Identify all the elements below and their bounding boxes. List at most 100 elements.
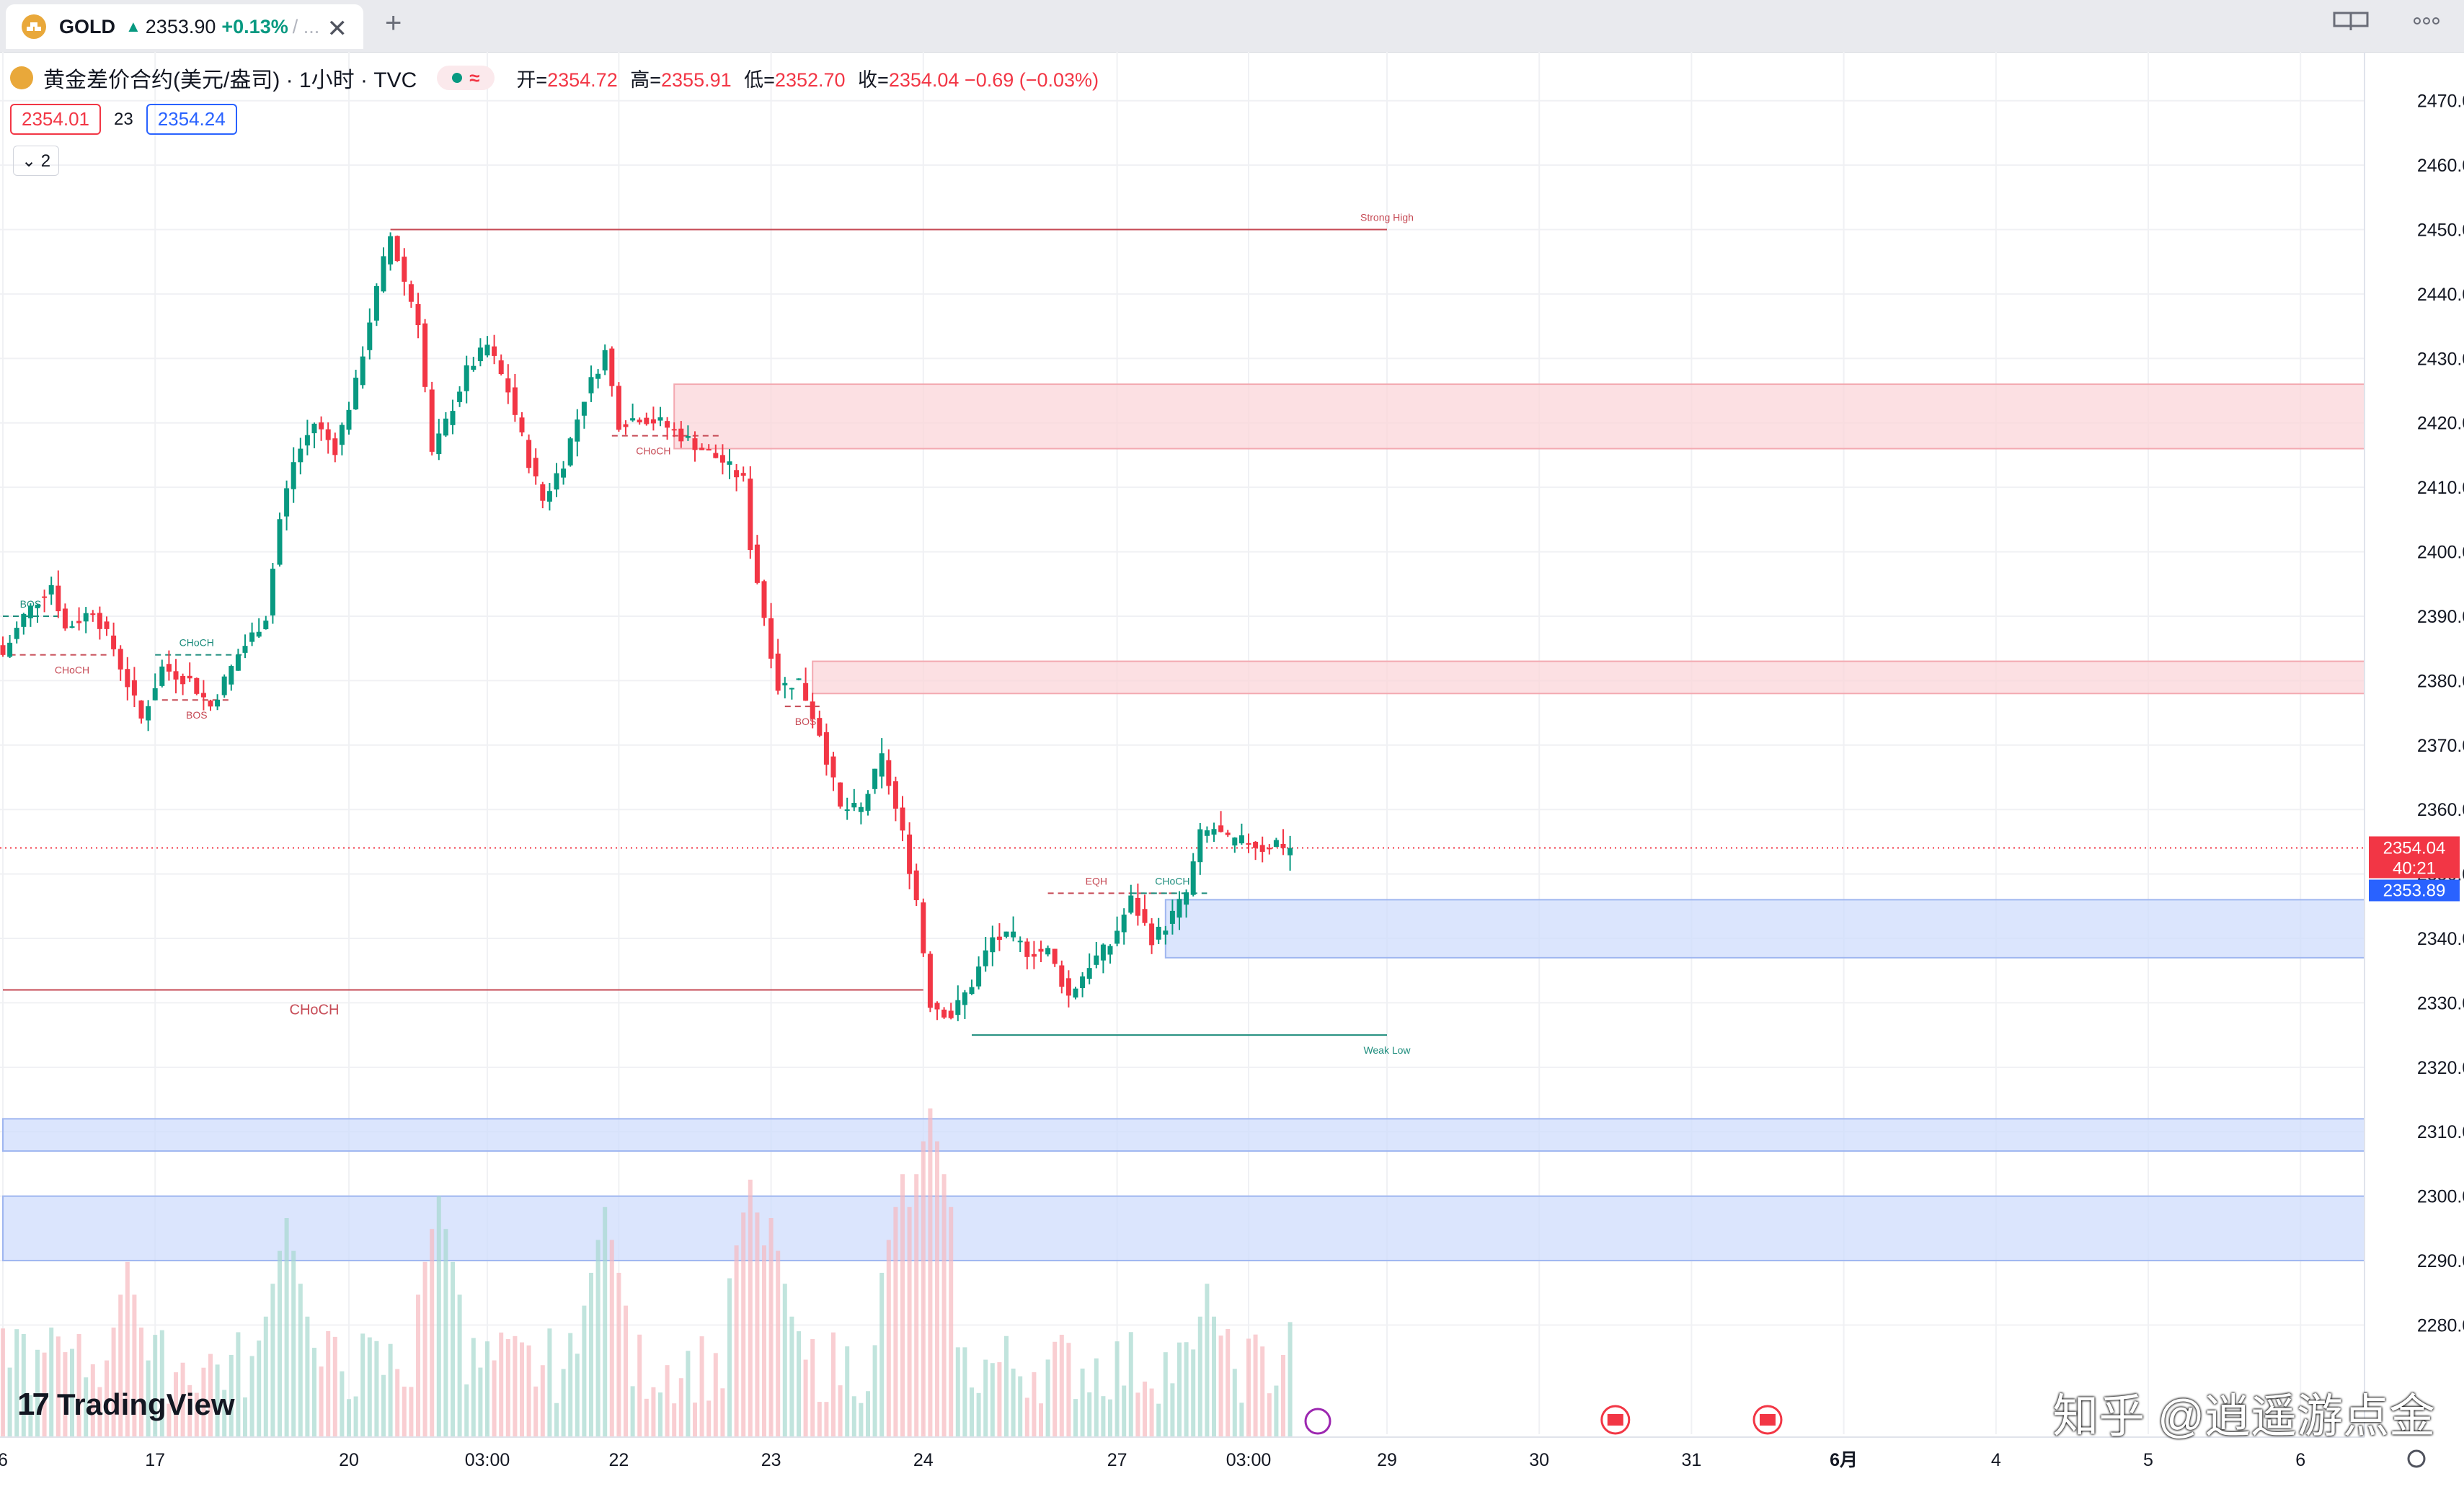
candle-body (858, 806, 864, 812)
candle-body (1100, 944, 1106, 961)
y-tick-label: 2310.00 (2417, 1122, 2464, 1142)
close-icon[interactable]: ✕ (327, 15, 348, 43)
gold-logo-icon (10, 66, 33, 89)
layout-icon[interactable] (2333, 10, 2369, 37)
axes: 2470.00 2460.00 2450.00 2440.00 2430.00 2420.… (0, 52, 2464, 1470)
volume-bar (278, 1250, 282, 1437)
candle-body (996, 936, 1002, 941)
buy-button[interactable]: 2354.24 (146, 104, 237, 135)
candle-body (1107, 946, 1113, 955)
supply-zone (812, 660, 2365, 695)
chart-title[interactable]: 黄金差价合约(美元/盎司) · 1小时 · TVC (43, 68, 417, 92)
candle-body (498, 360, 504, 375)
candle-body (748, 479, 753, 551)
market-status[interactable]: ≈ (437, 66, 495, 90)
countdown-label: 40:21 (2393, 858, 2436, 878)
volume-bar (70, 1348, 74, 1437)
candle-body (983, 950, 988, 966)
volume-bar (1149, 1388, 1154, 1437)
low-key: 低= (744, 68, 775, 91)
candle-body (838, 782, 843, 807)
volume-bar (105, 1360, 109, 1437)
candle-body (298, 448, 303, 463)
candle-body (609, 348, 615, 386)
volume-bar (797, 1331, 801, 1437)
volume-bar (132, 1294, 137, 1437)
volume-bar (84, 1377, 89, 1437)
x-tick-label: 6月 (1830, 1450, 1858, 1470)
more-icon[interactable] (2412, 10, 2441, 37)
x-tick-label: 22 (608, 1450, 629, 1470)
candle-body (166, 664, 172, 672)
volume-bar (907, 1206, 912, 1437)
volume-bar (1143, 1381, 1147, 1437)
volume-bar (1066, 1343, 1071, 1437)
candle-body (477, 347, 483, 362)
y-tick-label: 2300.00 (2417, 1187, 2464, 1207)
volume-bar (720, 1388, 725, 1437)
candle-body (381, 256, 386, 292)
volume-bar (859, 1403, 864, 1437)
watermark: 知乎 @逍遥游点金 (2052, 1390, 2435, 1442)
volume-bar (1253, 1334, 1258, 1437)
candle-body (1017, 941, 1023, 943)
volume-bar (222, 1390, 227, 1437)
candle-body (277, 519, 283, 565)
candle-body (851, 802, 857, 808)
volume-bar (921, 1141, 926, 1437)
volume-bar (457, 1294, 462, 1437)
candle-body (256, 631, 262, 637)
candle-body (62, 608, 68, 628)
volume-bar (63, 1352, 68, 1437)
volume-bar (970, 1387, 974, 1437)
volume-bar (789, 1316, 794, 1437)
candle-body (291, 462, 296, 489)
structure-label: Weak Low (1363, 1044, 1411, 1056)
candle-body (921, 902, 926, 954)
candle-body (671, 429, 677, 431)
candle-body (761, 581, 767, 618)
candle-body (1267, 848, 1272, 850)
volume-bar (776, 1250, 781, 1437)
symbol-tab[interactable]: GOLD ▲ 2353.90 +0.13% / ... ✕ (6, 4, 363, 49)
add-tab-icon[interactable]: + (385, 7, 402, 39)
volume-bar (658, 1392, 662, 1437)
volume-bar (1205, 1284, 1210, 1437)
bid-price-badge (2369, 879, 2460, 902)
tradingview-logo[interactable]: 17 TradingView (17, 1387, 235, 1423)
volume-bar (1052, 1341, 1058, 1437)
volume-bar (215, 1364, 220, 1437)
sell-button[interactable]: 2354.01 (10, 104, 101, 135)
candle-body (803, 683, 809, 701)
candle-body (464, 365, 469, 391)
candle-body (969, 987, 975, 995)
volume-bar (430, 1229, 435, 1437)
candle-body (436, 433, 442, 455)
x-tick-label: 24 (913, 1450, 934, 1470)
candle-body (706, 449, 712, 451)
structure-label: CHoCH (55, 665, 89, 676)
volume-bar (540, 1365, 545, 1437)
candle-body (332, 438, 338, 455)
volume-bar (686, 1351, 691, 1437)
volume-bar (962, 1347, 967, 1437)
candle-body (665, 421, 670, 428)
candle-body (131, 680, 137, 696)
volume-bar (1094, 1358, 1099, 1437)
candle-body (955, 1000, 961, 1015)
candle-body (810, 701, 815, 719)
candle-body (215, 699, 221, 707)
low-value: 2352.70 (774, 68, 846, 91)
volume-bar (727, 1278, 732, 1437)
candle-body (699, 448, 705, 450)
collapse-indicators-button[interactable]: ⌄ 2 (13, 146, 59, 176)
volume-bar (582, 1305, 587, 1437)
volume-bar (768, 1218, 774, 1437)
volume-bar (236, 1332, 241, 1437)
volume-bar (748, 1179, 753, 1437)
chart-legend: 黄金差价合约(美元/盎司) · 1小时 · TVC ≈ 开=2354.72 高=… (10, 62, 1106, 94)
candle-body (339, 425, 345, 445)
volume-bar (603, 1206, 608, 1437)
volume-bar (21, 1333, 26, 1437)
